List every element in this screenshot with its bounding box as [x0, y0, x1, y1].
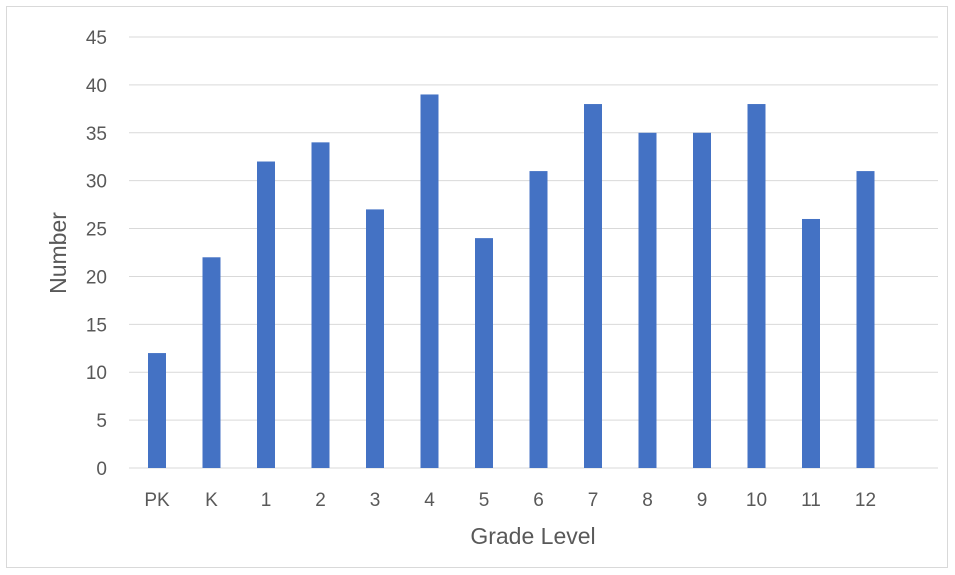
x-tick-label-PK: PK: [144, 490, 170, 511]
y-axis-tick-labels: 0 5 10 15 20 25 30 35 40 45: [86, 28, 107, 480]
y-tick-label-20: 20: [86, 267, 107, 288]
y-tick-label-30: 30: [86, 172, 107, 193]
bar-7: [584, 104, 602, 469]
y-tick-label-15: 15: [86, 315, 107, 336]
x-tick-label-2: 2: [315, 490, 326, 511]
x-tick-label-11: 11: [801, 490, 821, 511]
x-tick-label-4: 4: [424, 490, 435, 511]
bar-8: [638, 132, 657, 468]
x-tick-label-1: 1: [261, 490, 272, 511]
bar-2: [311, 142, 330, 468]
y-axis-title: Number: [45, 212, 71, 294]
bar-3: [366, 209, 384, 468]
x-tick-label-12: 12: [855, 490, 876, 511]
y-tick-label-45: 45: [86, 28, 107, 49]
bar-10: [747, 104, 766, 469]
x-tick-label-3: 3: [370, 490, 381, 511]
x-tick-label-7: 7: [588, 490, 599, 511]
bar-6: [529, 171, 548, 469]
bars: [148, 94, 875, 469]
x-tick-label-9: 9: [697, 490, 708, 511]
y-tick-label-25: 25: [86, 220, 107, 241]
x-tick-label-8: 8: [642, 490, 653, 511]
x-tick-label-K: K: [205, 490, 218, 511]
bar-1: [257, 161, 275, 468]
bar-12: [856, 171, 875, 469]
x-tick-label-5: 5: [479, 490, 490, 511]
y-tick-label-35: 35: [86, 124, 107, 145]
x-axis-title: Grade Level: [470, 523, 595, 549]
x-tick-label-6: 6: [533, 490, 544, 511]
bar-9: [693, 132, 711, 468]
bar-K: [202, 257, 221, 468]
x-axis-tick-labels: PK K 1 2 3 4 5 6 7 8 9 10 11 12: [144, 490, 876, 511]
y-tick-label-0: 0: [96, 459, 107, 480]
y-tick-label-10: 10: [86, 363, 107, 384]
bar-4: [420, 94, 439, 468]
x-tick-label-10: 10: [746, 490, 767, 511]
bar-11: [802, 218, 820, 468]
bar-5: [475, 238, 493, 468]
y-tick-label-40: 40: [86, 76, 107, 97]
bar-PK: [148, 353, 166, 468]
y-tick-label-5: 5: [96, 411, 107, 432]
